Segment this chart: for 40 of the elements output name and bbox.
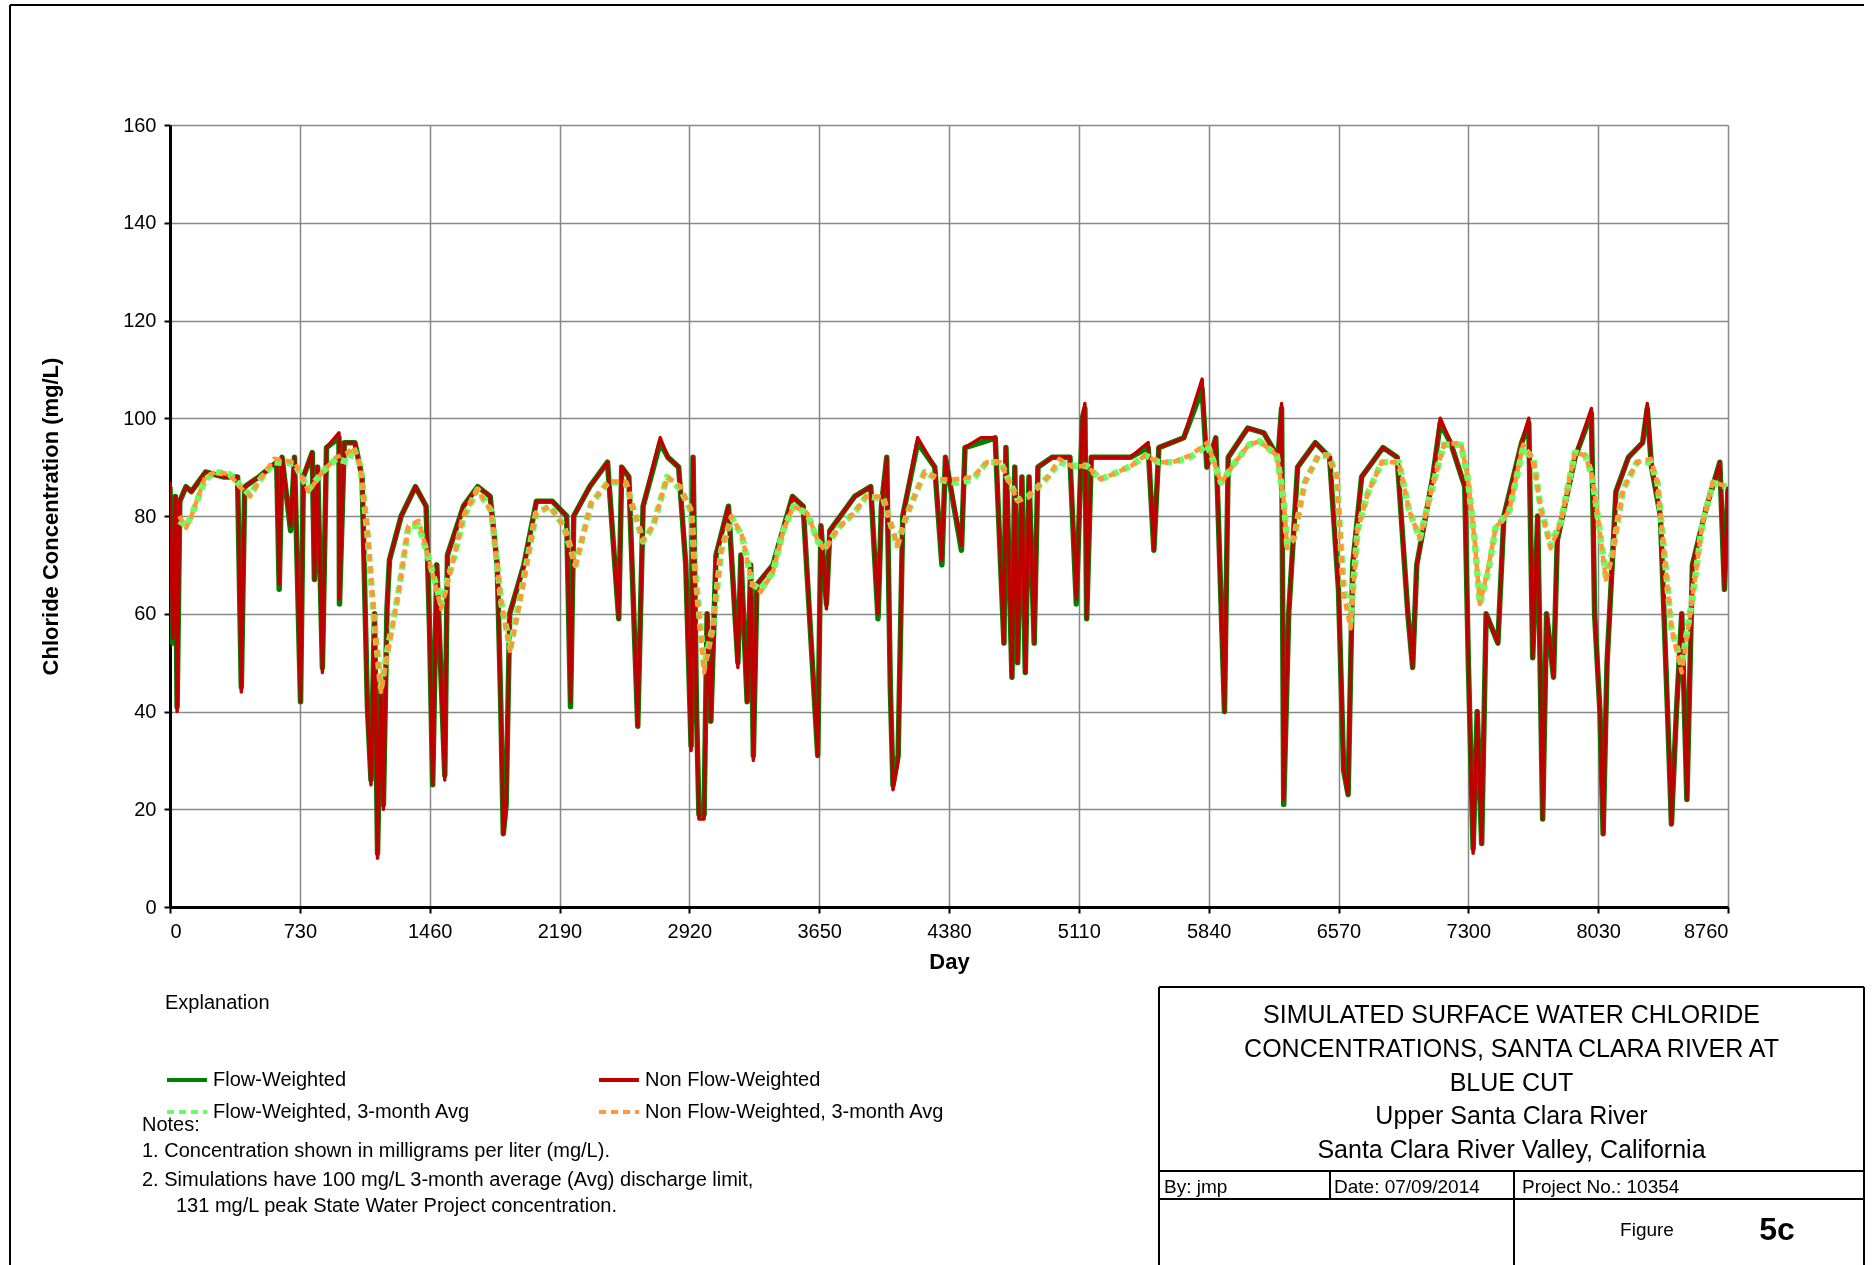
x-tick-label: 0 bbox=[170, 919, 182, 942]
x-tick-label: 730 bbox=[283, 919, 318, 942]
x-tick-label: 5840 bbox=[1186, 919, 1232, 942]
y-tick-label: 0 bbox=[145, 895, 157, 918]
y-tick-label: 60 bbox=[134, 602, 157, 625]
x-tick-label: 2190 bbox=[537, 919, 583, 942]
x-tick-label: 4380 bbox=[927, 919, 972, 942]
text: 5c bbox=[1759, 1211, 1795, 1247]
y-tick-label: 120 bbox=[123, 309, 157, 331]
x-axis-title: Day bbox=[929, 948, 971, 974]
y-tick-label: 160 bbox=[123, 113, 157, 136]
legend-title: Explanation bbox=[165, 991, 270, 1013]
y-tick-label: 140 bbox=[123, 211, 157, 234]
legend-label: Flow-Weighted bbox=[213, 1068, 347, 1090]
text: SIMULATED SURFACE WATER CHLORIDE CONCENTRATIONS, SANTA CLARA RIVER AT BLUE CUT bbox=[1244, 1000, 1779, 1096]
text: Project No.: 10354 bbox=[1522, 1176, 1680, 1197]
text: By: jmp bbox=[1164, 1176, 1228, 1197]
y-tick-label: 80 bbox=[134, 504, 157, 527]
legend-label: Flow-Weighted, 3-month Avg bbox=[213, 1100, 470, 1122]
y-tick-label: 20 bbox=[134, 797, 157, 820]
text: 1. Concentration shown in milligrams per liter (mg/L). bbox=[142, 1139, 610, 1161]
text: 131 mg/L peak State Water Project concentration. bbox=[176, 1194, 617, 1216]
text: Upper Santa Clara River Santa Clara River Valley, California bbox=[1317, 1101, 1706, 1163]
text: Figure bbox=[1620, 1219, 1674, 1240]
y-tick-label: 40 bbox=[134, 700, 157, 722]
x-tick-label: 8760 bbox=[1684, 919, 1729, 942]
x-tick-label: 6570 bbox=[1316, 919, 1362, 942]
y-axis-title: Chloride Concentration (mg/L) bbox=[38, 357, 64, 676]
legend-label: Non Flow-Weighted bbox=[645, 1068, 821, 1090]
x-tick-label: 7300 bbox=[1446, 919, 1492, 942]
text: Notes: bbox=[142, 1113, 200, 1135]
y-tick-label: 100 bbox=[123, 406, 157, 429]
text: 2. Simulations have 100 mg/L 3-month average (Avg) discharge limit, bbox=[142, 1168, 754, 1190]
text: Date: 07/09/2014 bbox=[1334, 1176, 1481, 1197]
x-tick-label: 5110 bbox=[1057, 919, 1101, 942]
x-tick-label: 3650 bbox=[797, 919, 842, 942]
legend-label: Non Flow-Weighted, 3-month Avg bbox=[645, 1100, 944, 1122]
x-tick-label: 2920 bbox=[667, 919, 713, 942]
x-tick-label: 1460 bbox=[407, 919, 453, 942]
x-tick-label: 8030 bbox=[1576, 919, 1621, 942]
